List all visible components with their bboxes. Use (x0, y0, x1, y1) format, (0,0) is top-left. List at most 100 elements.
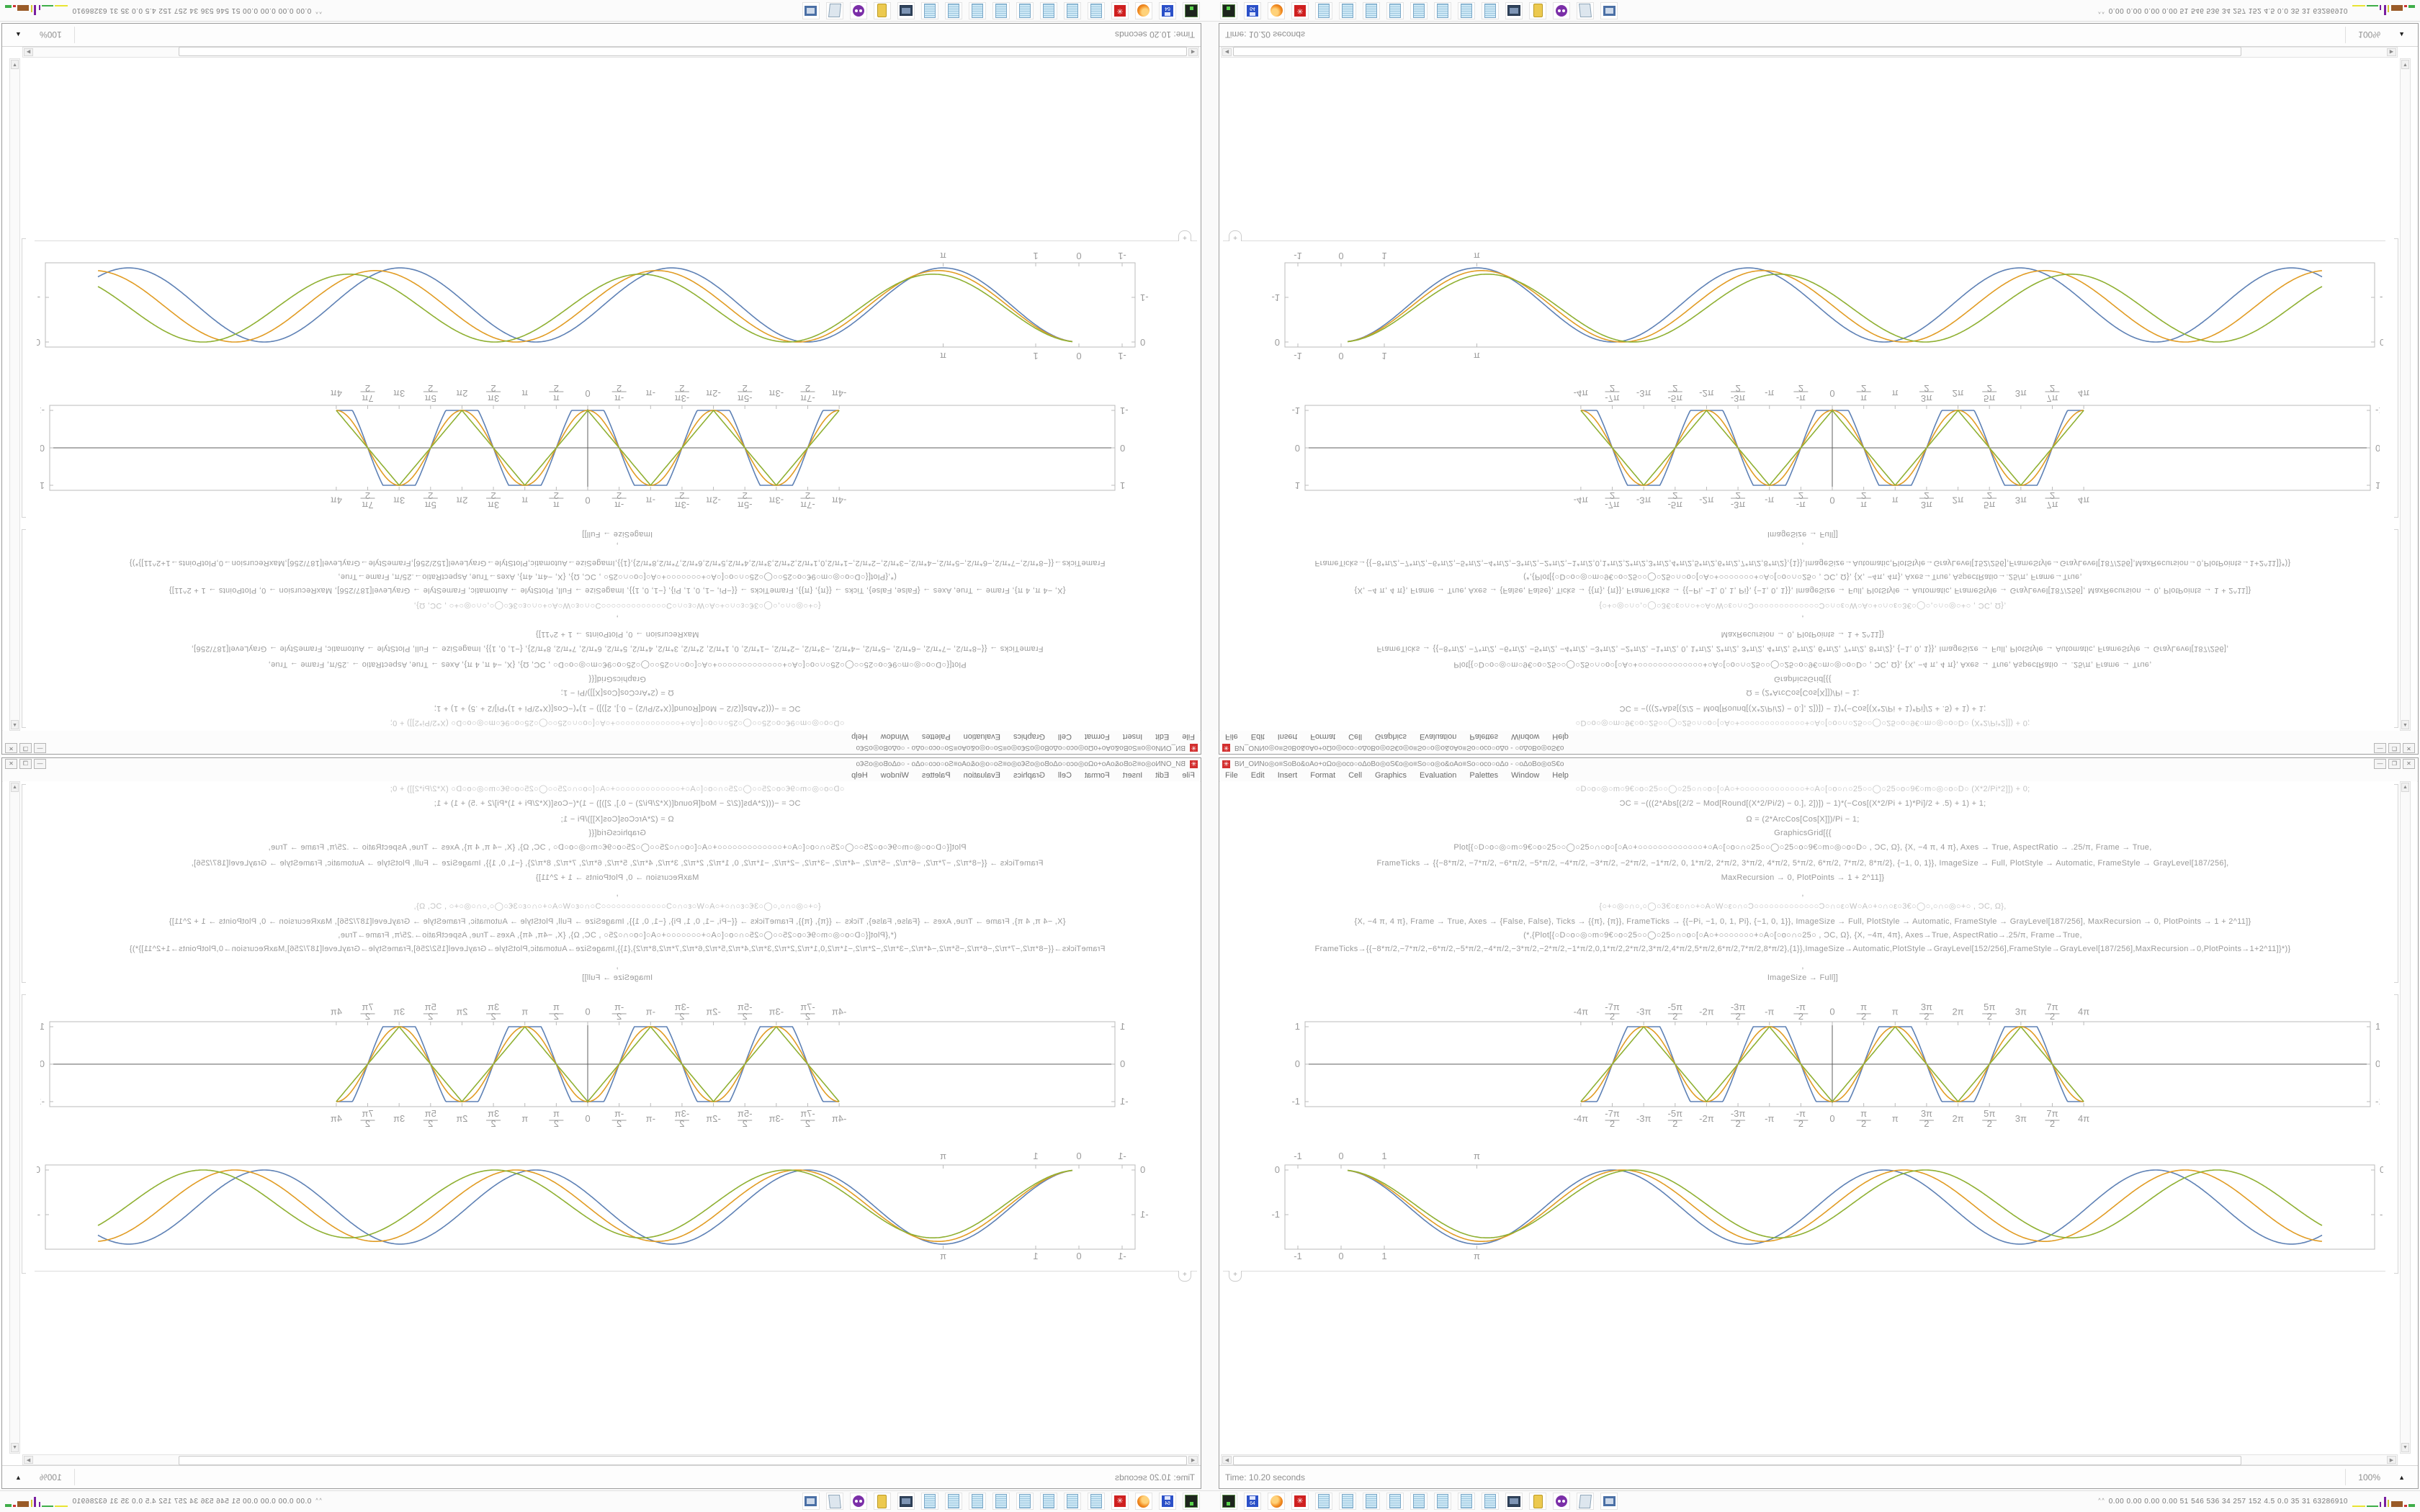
taskbar-gearred-icon[interactable]: ✳ (1111, 2, 1129, 19)
taskbar-scroll-icon[interactable] (826, 2, 843, 19)
restore-button[interactable]: ❐ (2388, 759, 2401, 769)
scroll-right-icon[interactable]: ▶ (24, 1456, 33, 1464)
taskbar-note-icon[interactable] (1363, 2, 1380, 19)
code-line[interactable]: FrameTicks → {{−8*π/2, −7*π/2, −6*π/2, −… (191, 644, 1044, 653)
cell-bracket-plots[interactable] (2394, 238, 2398, 518)
scroll-up-icon[interactable]: ▲ (11, 783, 19, 792)
menu-graphics[interactable]: Graphics (1375, 771, 1407, 780)
menu-cell[interactable]: Cell (1057, 771, 1072, 780)
menu-format[interactable]: Format (1084, 771, 1110, 780)
taskbar-note-icon[interactable] (1386, 1493, 1404, 1510)
menu-insert[interactable]: Insert (1122, 771, 1143, 780)
restore-button[interactable]: ❐ (2388, 743, 2401, 753)
menu-graphics[interactable]: Graphics (1375, 732, 1407, 741)
taskbar-floppy-icon[interactable]: 64 (1159, 2, 1176, 19)
taskbar-scroll-icon[interactable] (826, 1493, 843, 1510)
minimize-button[interactable]: — (34, 743, 46, 753)
minimize-button[interactable]: — (2374, 743, 2386, 753)
horizontal-scrollbar[interactable]: ◀ ▶ (1221, 47, 2398, 58)
code-line[interactable]: FrameTicks → {{−8*π/2, −7*π/2, −6*π/2, −… (191, 859, 1044, 868)
horizontal-scrollbar[interactable]: ◀ ▶ (22, 1454, 1199, 1465)
cell-bracket-plots[interactable] (2394, 994, 2398, 1274)
taskbar-note-icon[interactable] (1434, 1493, 1451, 1510)
taskbar-drive-icon[interactable] (1183, 1493, 1200, 1510)
code-line[interactable]: FrameTicks→{{−8*π/2,−7*π/2,−6*π/2,−5*π/2… (129, 559, 1106, 567)
menu-format[interactable]: Format (1310, 771, 1336, 780)
code-line[interactable]: MaxRecursion → 0, PlotPoints → 1 + 2^11]… (1721, 873, 1885, 882)
code-line[interactable]: FrameTicks→{{−8*π/2,−7*π/2,−6*π/2,−5*π/2… (1314, 559, 2291, 567)
menu-cell[interactable]: Cell (1348, 732, 1363, 741)
taskbar-firefox-icon[interactable] (1268, 1493, 1285, 1510)
taskbar-drive-icon[interactable] (1220, 2, 1237, 19)
zoom-menu-icon[interactable]: ▲ (2398, 1473, 2405, 1481)
taskbar-note-icon[interactable] (992, 1493, 1010, 1510)
cell-bracket-code[interactable] (2394, 529, 2398, 728)
menu-window[interactable]: Window (880, 771, 909, 780)
scrollbar-thumb[interactable] (1233, 1456, 2241, 1465)
horizontal-scrollbar[interactable]: ◀ ▶ (1221, 1454, 2398, 1465)
code-line[interactable]: (*,{Plot[{○D○o○◎○m○9€○o○25○○◯○25○∩○o○[○A… (338, 931, 897, 940)
menu-file[interactable]: File (1225, 771, 1238, 780)
code-line[interactable]: {X, −4 π, 4 π}, Frame → True, Axes → {Fa… (169, 917, 1066, 926)
menu-help[interactable]: Help (851, 771, 868, 780)
taskbar-note-icon[interactable] (1458, 2, 1475, 19)
menu-file[interactable]: File (1182, 771, 1195, 780)
taskbar-mask-icon[interactable] (850, 1493, 867, 1510)
taskbar-monitor-icon[interactable] (897, 2, 915, 19)
code-line[interactable]: GraphicsGrid[{{ (1774, 675, 1832, 683)
taskbar-folder-icon[interactable] (874, 1493, 891, 1510)
taskbar-drive-icon[interactable] (1183, 2, 1200, 19)
tray-expand-icon[interactable]: ^ ^ (2098, 9, 2105, 14)
menu-file[interactable]: File (1182, 732, 1195, 741)
menu-palettes[interactable]: Palettes (921, 732, 951, 741)
code-line[interactable]: FrameTicks → {{−8*π/2, −7*π/2, −6*π/2, −… (1376, 859, 2229, 868)
taskbar-mask-icon[interactable] (1553, 1493, 1570, 1510)
code-line[interactable]: {○+○◎○∩○,○◯○3€○ε○∩○+○A○W○ε○∩○Ɔ○○○○○○○○○○… (1599, 601, 2007, 610)
menu-format[interactable]: Format (1084, 732, 1110, 741)
menu-window[interactable]: Window (880, 732, 909, 741)
minimize-button[interactable]: — (2374, 759, 2386, 769)
scrollbar-thumb[interactable] (179, 1456, 1187, 1465)
taskbar-note-icon[interactable] (992, 2, 1010, 19)
code-line[interactable]: {X, −4 π, 4 π}, Frame → True, Axes → {Fa… (169, 586, 1066, 595)
taskbar-note-icon[interactable] (1315, 2, 1332, 19)
menu-insert[interactable]: Insert (1277, 771, 1298, 780)
menu-palettes[interactable]: Palettes (921, 771, 951, 780)
code-line[interactable]: MaxRecursion → 0, PlotPoints → 1 + 2^11]… (535, 630, 699, 639)
close-button[interactable]: ✕ (2403, 743, 2415, 753)
menu-help[interactable]: Help (1552, 771, 1569, 780)
taskbar-note-icon[interactable] (969, 2, 986, 19)
zoom-level[interactable]: 100% (2358, 30, 2380, 40)
code-line[interactable]: {○+○◎○∩○,○◯○3€○ε○∩○+○A○W○ε○∩○Ɔ○○○○○○○○○○… (1599, 902, 2007, 911)
window-titlebar[interactable]: ✳ BИ_ОИNо◎о≡ЅоВо&оАо+оΩо◎оϲо○оΔоВо◎оЅ€о◎… (1219, 742, 2418, 754)
menu-evaluation[interactable]: Evaluation (1420, 771, 1457, 780)
scroll-right-icon[interactable]: ▶ (2387, 48, 2396, 56)
scroll-down-icon[interactable]: ▼ (2401, 60, 2409, 69)
menu-graphics[interactable]: Graphics (1013, 732, 1045, 741)
code-line[interactable]: (*,{Plot[{○D○o○◎○m○9€○o○25○○◯○25○∩○o○[○A… (1523, 572, 2082, 581)
scroll-down-icon[interactable]: ▼ (2401, 1443, 2409, 1452)
minimize-button[interactable]: — (34, 759, 46, 769)
tray-expand-icon[interactable]: ^ ^ (315, 9, 322, 14)
scroll-right-icon[interactable]: ▶ (24, 48, 33, 56)
code-line[interactable]: , (1801, 889, 1804, 898)
scroll-up-icon[interactable]: ▲ (11, 720, 19, 729)
menu-evaluation[interactable]: Evaluation (963, 771, 1000, 780)
code-line[interactable]: Plot[{○D○o○◎○m○9€○o○25○○◯○25○∩○o○[○A○+○○… (268, 843, 967, 852)
code-line[interactable]: GraphicsGrid[{{ (588, 675, 646, 683)
taskbar-scroll-icon[interactable] (1577, 1493, 1594, 1510)
taskbar-folder-icon[interactable] (874, 2, 891, 19)
code-line[interactable]: FrameTicks→{{−8*π/2,−7*π/2,−6*π/2,−5*π/2… (129, 945, 1106, 953)
taskbar-winblue-icon[interactable] (1600, 2, 1618, 19)
code-line[interactable]: Plot[{○D○o○◎○m○9€○o○25○○◯○25○∩○o○[○A○+○○… (1453, 660, 2152, 669)
taskbar-winblue-icon[interactable] (1600, 1493, 1618, 1510)
taskbar-mask-icon[interactable] (850, 2, 867, 19)
cell-bracket-plots[interactable] (22, 238, 26, 518)
vertical-scrollbar[interactable]: ▲ ▼ (9, 781, 20, 1454)
taskbar-winblue-icon[interactable] (802, 1493, 820, 1510)
close-button[interactable]: ✕ (2403, 759, 2415, 769)
menu-window[interactable]: Window (1511, 732, 1540, 741)
menu-insert[interactable]: Insert (1277, 732, 1298, 741)
taskbar-scroll-icon[interactable] (1577, 2, 1594, 19)
menu-cell[interactable]: Cell (1348, 771, 1363, 780)
